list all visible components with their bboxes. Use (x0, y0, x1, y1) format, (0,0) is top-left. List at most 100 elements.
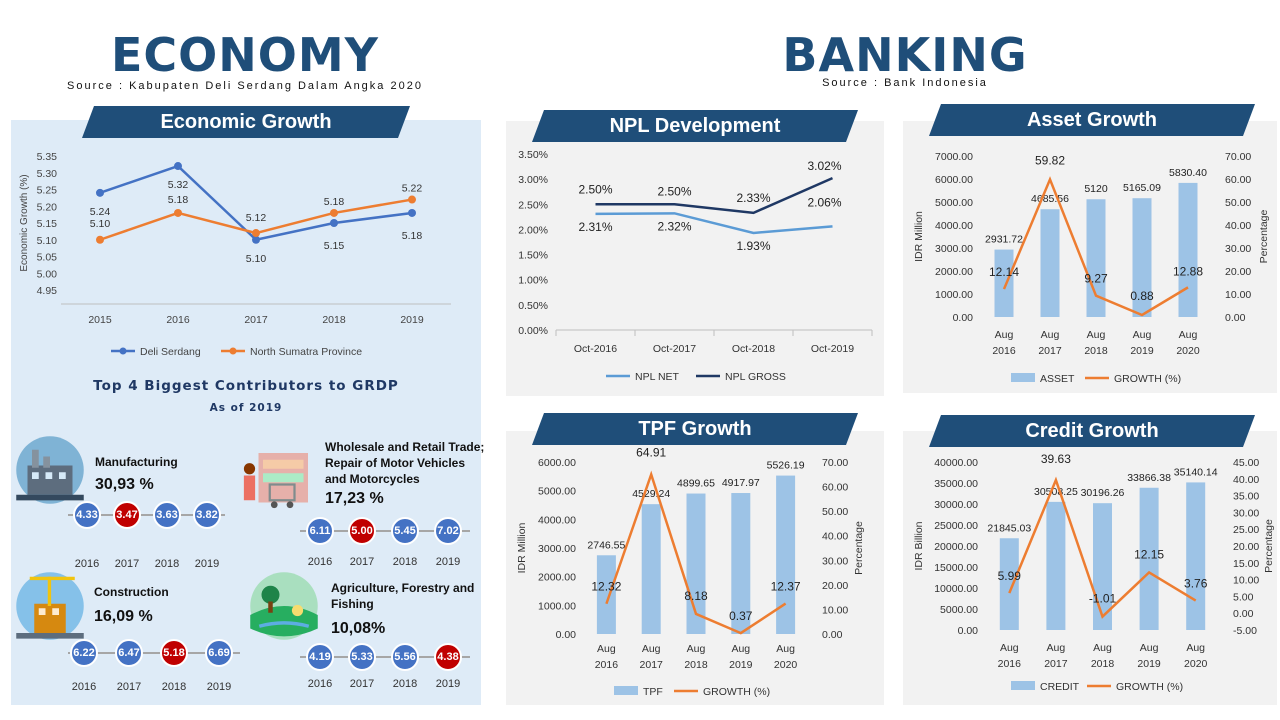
x-tick-label: Aug (1133, 329, 1152, 341)
bar-value-label: 4899.65 (677, 478, 715, 490)
growth-value-label: 5.99 (998, 569, 1022, 583)
y-tick-label: 5.05 (37, 252, 58, 264)
legend-swatch (1011, 373, 1035, 382)
sector-share: 10,08% (331, 620, 386, 637)
data-label: 2.50% (657, 184, 691, 198)
y-tick-label: 5.10 (37, 235, 58, 247)
tpf-growth-chart: 6000.00 5000.00 4000.00 3000.00 2000.00 1000.… (516, 446, 865, 698)
x-tick-label: Aug (687, 643, 706, 655)
data-label: 5.32 (168, 179, 189, 191)
legend-label: GROWTH (%) (1114, 373, 1181, 385)
factory-icon (14, 434, 86, 506)
data-point (96, 235, 104, 244)
legend-label: GROWTH (%) (1116, 681, 1183, 693)
y2-tick-label: 50.00 (1225, 197, 1251, 209)
x-tick-label: Oct-2019 (811, 343, 854, 355)
y2-tick-label: 0.00 (1233, 608, 1254, 620)
data-label: 5.22 (402, 183, 423, 195)
data-point (408, 208, 416, 217)
y2-tick-label: 40.00 (1225, 220, 1251, 232)
data-label: 5.15 (324, 240, 345, 252)
x-tick-label: 2017 (244, 314, 268, 326)
legend-label: North Sumatra Province (250, 346, 362, 358)
growth-value-circle: 5.18 (160, 639, 188, 667)
sector-name-line: and Motorcycles (325, 472, 420, 486)
y2-tick-label: 0.00 (1225, 312, 1246, 324)
sector-share: 17,23 % (325, 490, 384, 507)
y-tick-label: 35000.00 (934, 478, 978, 490)
npl-development-chart: 3.50% 3.00% 2.50% 2.00% 1.50% 1.00% 0.50% 0.00%… (518, 149, 873, 383)
y-tick-label: 0.00 (953, 312, 974, 324)
growth-value-circle: 4.33 (73, 501, 101, 529)
year-label: 2019 (435, 678, 461, 690)
y-tick-label: 0.00 (958, 625, 979, 637)
bar (1132, 198, 1152, 317)
sector-name-line: Fishing (331, 597, 374, 611)
y2-tick-label: 45.00 (1233, 457, 1259, 469)
growth-value-circle: 3.82 (193, 501, 221, 529)
growth-value-label: 59.82 (1035, 153, 1065, 167)
legend-label: TPF (643, 686, 663, 698)
bar (1046, 501, 1066, 630)
y-tick-label: 0.00 (556, 629, 577, 641)
x-tick-label: Oct-2017 (653, 343, 696, 355)
y-axis-label: Economic Growth (%) (19, 174, 30, 271)
x-tick-label: 2016 (998, 658, 1022, 670)
y-tick-label: 3000.00 (538, 543, 576, 555)
legend-label: Deli Serdang (140, 346, 201, 358)
data-point (252, 229, 260, 238)
growth-value-label: 3.76 (1184, 577, 1208, 591)
data-label: 5.18 (324, 196, 345, 208)
growth-value-label: 12.88 (1173, 264, 1203, 278)
y-tick-label: 4.95 (37, 285, 58, 297)
legend-label: NPL NET (635, 371, 680, 383)
growth-value-circle: 6.11 (306, 517, 334, 545)
x-tick-label: Aug (776, 643, 795, 655)
bar (776, 475, 796, 634)
growth-value-circle: 4.19 (306, 643, 334, 671)
growth-value-label: 9.27 (1084, 272, 1108, 286)
year-label: 2017 (349, 678, 375, 690)
y-tick-label: 3000.00 (935, 243, 973, 255)
growth-value-label: 39.63 (1041, 452, 1071, 466)
year-label: 2016 (74, 558, 100, 570)
legend-marker (119, 347, 127, 355)
sector-name-line: Manufacturing (95, 455, 178, 469)
legend-label: GROWTH (%) (703, 686, 770, 698)
sector-name-line: Repair of Motor Vehicles (325, 456, 466, 470)
y-tick-label: 5000.00 (935, 197, 973, 209)
contributors-title: Top 4 Biggest Contributors to GRDP (93, 378, 399, 394)
legend-swatch (614, 686, 638, 695)
year-label: 2018 (392, 678, 418, 690)
x-tick-label: 2018 (1091, 658, 1115, 670)
y-tick-label: 5.30 (37, 168, 58, 180)
data-point (174, 162, 182, 171)
y2-axis-label: Percentage (1258, 209, 1270, 263)
economic-growth-banner: Economic Growth (82, 106, 410, 138)
x-tick-label: Aug (1186, 642, 1205, 654)
sector-share: 30,93 % (95, 476, 154, 493)
year-label: 2019 (435, 556, 461, 568)
growth-value-label: -1.01 (1089, 592, 1117, 606)
sector-timeline (300, 530, 470, 532)
sector-name-line: Wholesale and Retail Trade; (325, 440, 485, 454)
year-label: 2018 (161, 681, 187, 693)
y2-tick-label: 70.00 (822, 457, 848, 469)
data-point (330, 219, 338, 227)
y2-tick-label: 60.00 (822, 482, 848, 494)
growth-value-circle: 3.47 (113, 501, 141, 529)
y-tick-label: 5.00 (37, 268, 58, 280)
growth-value-label: 12.15 (1134, 547, 1164, 561)
y-tick-label: 4000.00 (935, 220, 973, 232)
growth-value-circle: 6.69 (205, 639, 233, 667)
year-label: 2019 (206, 681, 232, 693)
economy-title: ECONOMY (111, 28, 379, 82)
x-tick-label: Aug (642, 643, 661, 655)
y-tick-label: 4000.00 (538, 514, 576, 526)
x-tick-label: 2018 (322, 314, 346, 326)
legend-marker (229, 347, 237, 355)
x-tick-label: 2015 (88, 314, 112, 326)
y-tick-label: 15000.00 (934, 562, 978, 574)
sector-name: Agriculture, Forestry and Fishing (331, 580, 474, 612)
legend-label: CREDIT (1040, 681, 1080, 693)
